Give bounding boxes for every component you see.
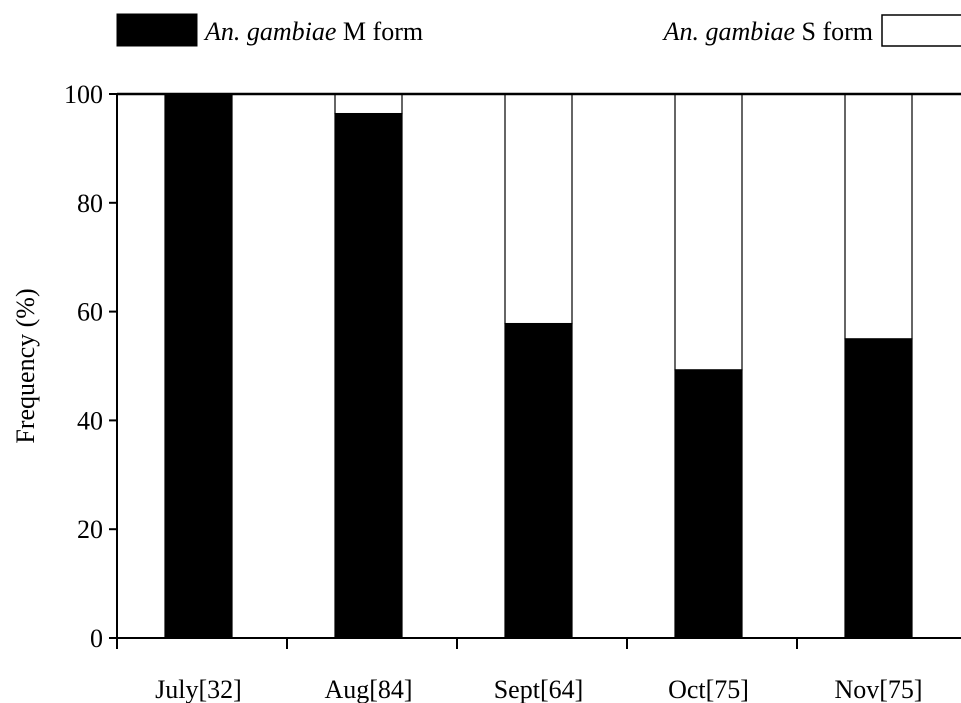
bar-m-form-1	[334, 112, 403, 639]
legend-label-s-form: An. gambiae S form	[662, 17, 873, 46]
y-tick-label-100: 100	[64, 80, 103, 109]
bar-m-form-0	[164, 93, 233, 639]
y-tick-label-80: 80	[77, 189, 103, 218]
x-tick-label-2: Sept[64]	[494, 675, 584, 703]
legend-label-m-form: An. gambiae M form	[203, 17, 423, 46]
bar-m-form-2	[504, 322, 573, 639]
bar-s-form-1	[334, 93, 403, 115]
x-tick-label-0: July[32]	[155, 675, 242, 703]
plot-area: 0 20 40 60 80 100 July[32] Aug[84] Sept[64] Oct[7…	[64, 80, 961, 703]
bar-s-form-3	[674, 93, 743, 371]
y-tick-label-0: 0	[90, 624, 103, 653]
bar-m-form-3	[674, 369, 743, 639]
x-tick-label-1: Aug[84]	[324, 675, 412, 703]
bar-s-form-2	[504, 93, 573, 325]
x-tick-label-4: Nov[75]	[834, 675, 922, 703]
y-tick-label-40: 40	[77, 406, 103, 435]
y-tick-label-20: 20	[77, 515, 103, 544]
legend-swatch-s-form	[881, 14, 961, 47]
bar-s-form-4	[844, 93, 913, 340]
y-axis-label: Frequency (%)	[11, 288, 40, 443]
bar-m-form-4	[844, 338, 913, 639]
legend: An. gambiae M form An. gambiae S form	[116, 13, 961, 47]
legend-swatch-m-form	[116, 13, 198, 47]
x-tick-label-3: Oct[75]	[668, 675, 749, 703]
y-tick-label-60: 60	[77, 298, 103, 327]
